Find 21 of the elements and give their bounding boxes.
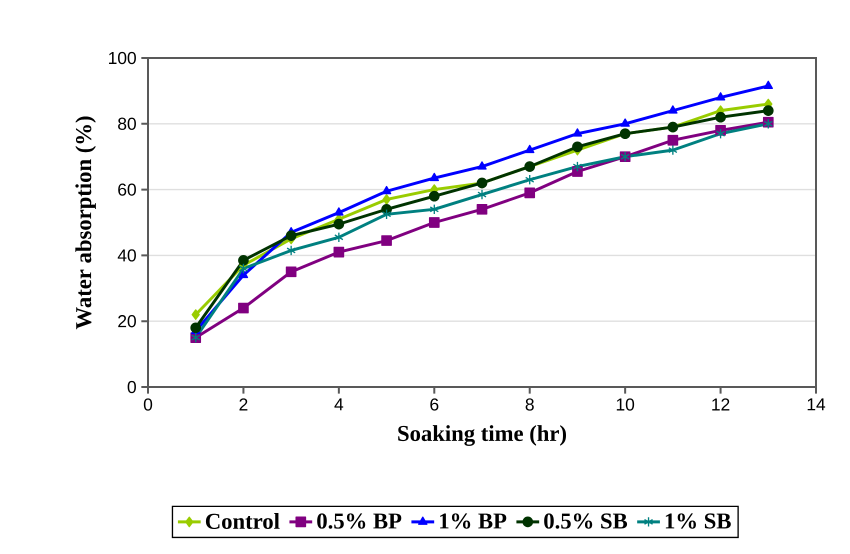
- y-tick-label: 60: [118, 183, 136, 196]
- y-tick-label: 40: [118, 249, 136, 262]
- y-tick-label: 0: [128, 380, 136, 394]
- y-tick-label: 100: [109, 52, 136, 64]
- y-axis-title: Water absorption (%): [75, 116, 96, 330]
- x-axis-title: Soaking time (hr): [398, 425, 566, 446]
- x-tick-label: 0: [144, 398, 152, 411]
- legend-label: 1% SB: [666, 513, 731, 529]
- x-tick-label: 4: [334, 398, 344, 410]
- legend-label: 1% BP: [440, 513, 506, 529]
- x-tick-label: 8: [526, 398, 534, 411]
- legend-label: Control: [206, 513, 280, 529]
- x-tick-label: 6: [430, 398, 438, 411]
- x-tick-label: 12: [712, 398, 730, 410]
- y-tick-label: 80: [118, 118, 136, 130]
- legend-label: 0.5% SB: [544, 513, 628, 529]
- x-tick-label: 14: [808, 398, 826, 410]
- legend-label: 0.5% BP: [317, 513, 402, 529]
- x-tick-label: 10: [616, 398, 634, 411]
- y-tick-label: 20: [118, 315, 136, 328]
- x-tick-label: 2: [239, 398, 248, 410]
